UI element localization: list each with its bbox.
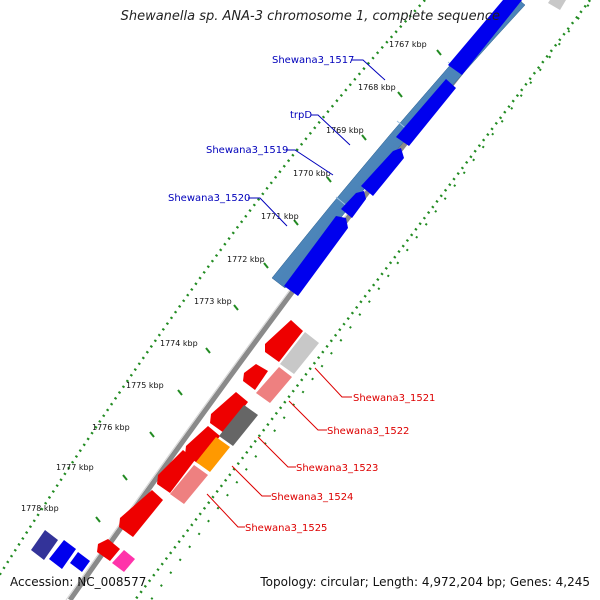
cds-arrow[interactable] xyxy=(396,79,456,146)
cds-arrow[interactable] xyxy=(284,216,348,296)
tick-label: 1767 kbp xyxy=(389,40,427,49)
gene-label-shewana3-1521[interactable]: Shewana3_1521 xyxy=(353,393,435,404)
cds-arrow[interactable] xyxy=(112,550,135,572)
blast-hit[interactable] xyxy=(219,405,258,446)
ruler-dotted-outer xyxy=(0,0,426,577)
cds-arrow[interactable] xyxy=(157,450,195,493)
cds-arrow[interactable] xyxy=(341,191,366,218)
cds-arrow[interactable] xyxy=(448,0,522,75)
tick-label: 1775 kbp xyxy=(126,381,164,390)
grey-feature-top[interactable] xyxy=(548,0,566,10)
cds-arrow[interactable] xyxy=(97,539,120,561)
reverse-leader-lines xyxy=(206,367,352,528)
cds-arrow[interactable] xyxy=(119,490,163,537)
tick-label: 1769 kbp xyxy=(326,126,364,135)
tick-label: 1773 kbp xyxy=(194,297,232,306)
blast-hit[interactable] xyxy=(31,530,58,560)
tick-label: 1771 kbp xyxy=(261,212,299,221)
cds-arrow[interactable] xyxy=(265,320,303,362)
tick-label: 1774 kbp xyxy=(160,339,198,348)
gene-label-shewana3-1525[interactable]: Shewana3_1525 xyxy=(245,523,327,534)
blast-hit[interactable] xyxy=(256,367,292,403)
blast-hit[interactable] xyxy=(170,465,208,504)
cds-arrow[interactable] xyxy=(361,148,404,196)
cds-arrow[interactable] xyxy=(49,540,76,569)
gene-label-trpd[interactable]: trpD xyxy=(290,110,312,121)
gene-label-shewana3-1517[interactable]: Shewana3_1517 xyxy=(272,55,354,66)
forward-leader-lines xyxy=(248,59,386,227)
cds-arrow[interactable] xyxy=(210,392,248,433)
gene-label-shewana3-1520[interactable]: Shewana3_1520 xyxy=(168,193,250,204)
blast-hit[interactable] xyxy=(280,332,319,374)
ruler-dotted-inner xyxy=(134,0,591,600)
forward-cds-track xyxy=(284,0,522,296)
tick-label: 1777 kbp xyxy=(56,463,94,472)
cds-arrow[interactable] xyxy=(243,364,268,390)
cds-arrow[interactable] xyxy=(70,552,90,572)
scale-ticks: 1767 kbp 1768 kbp 1769 kbp 1770 kbp 1771… xyxy=(21,40,427,513)
tick-label: 1770 kbp xyxy=(293,169,331,178)
blast-hit[interactable] xyxy=(196,437,230,472)
gene-label-shewana3-1519[interactable]: Shewana3_1519 xyxy=(206,145,288,156)
reverse-gene-labels: Shewana3_1521 Shewana3_1522 Shewana3_152… xyxy=(245,393,435,534)
reverse-blast-track xyxy=(170,332,319,504)
forward-features-lower xyxy=(31,530,90,572)
gene-label-shewana3-1524[interactable]: Shewana3_1524 xyxy=(271,492,353,503)
tick-label: 1776 kbp xyxy=(92,423,130,432)
reverse-cds-track xyxy=(97,320,303,572)
gene-label-shewana3-1523[interactable]: Shewana3_1523 xyxy=(296,463,378,474)
topology-label: Topology: circular; Length: 4,972,204 bp… xyxy=(260,575,590,589)
gene-label-shewana3-1522[interactable]: Shewana3_1522 xyxy=(327,426,409,437)
accession-label: Accession: NC_008577 xyxy=(10,575,147,589)
ruler-tick-marks xyxy=(95,49,442,523)
cds-arrow[interactable] xyxy=(185,426,220,464)
tick-label: 1778 kbp xyxy=(21,504,59,513)
tick-label: 1772 kbp xyxy=(227,255,265,264)
tick-label: 1768 kbp xyxy=(358,83,396,92)
map-title: Shewanella sp. ANA-3 chromosome 1, compl… xyxy=(120,9,500,24)
forward-gene-labels: Shewana3_1517 trpD Shewana3_1519 Shewana… xyxy=(168,55,354,204)
